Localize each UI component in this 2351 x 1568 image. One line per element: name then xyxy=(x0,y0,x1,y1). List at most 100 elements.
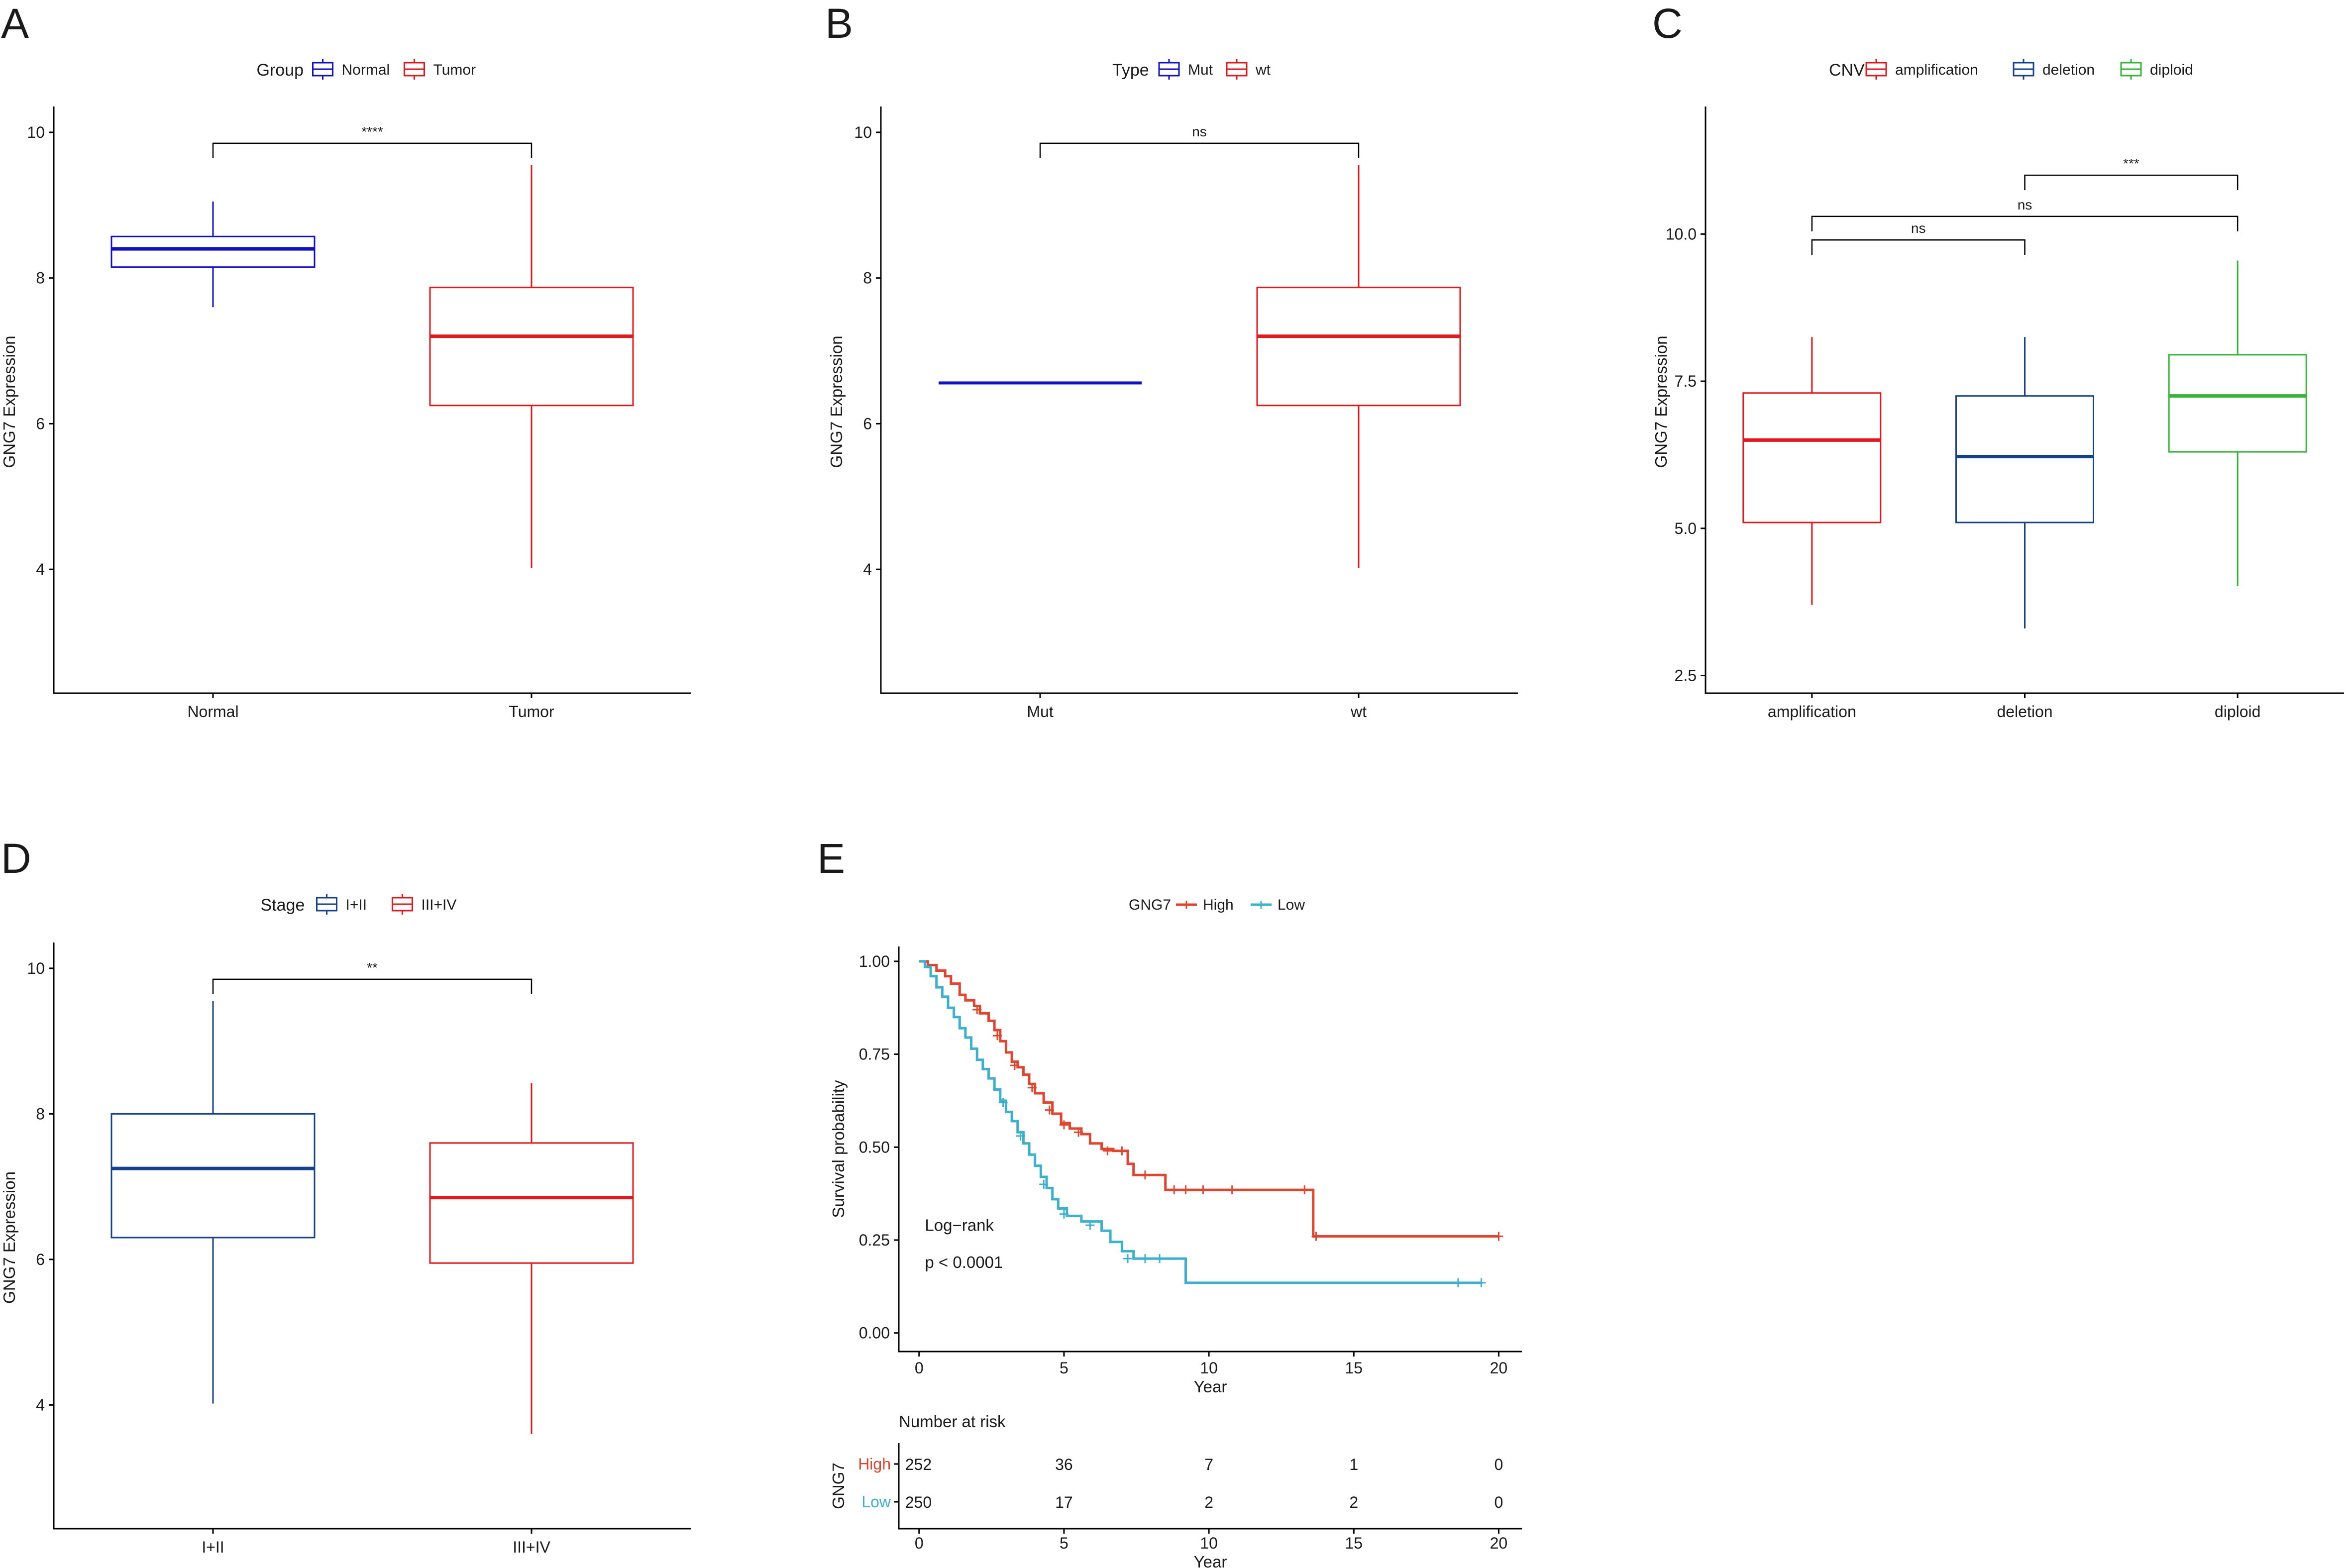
legend-key xyxy=(312,59,333,80)
legend-key xyxy=(392,894,413,915)
risk-row-label: Low xyxy=(861,1493,891,1511)
panel-label-b: B xyxy=(825,0,853,47)
significance-bracket xyxy=(212,142,533,158)
box-iqr xyxy=(110,1113,316,1239)
y-tick-label: 6 xyxy=(36,1251,45,1268)
risk-count: 252 xyxy=(905,1456,932,1473)
panel-b-box-plot: 4 6 8 10 GNG7 Expression Mut wt ns Type Mut wt xyxy=(827,59,1518,721)
censor-mark xyxy=(972,1005,982,1014)
panel-label-a: A xyxy=(1,0,29,47)
legend-key xyxy=(404,59,425,80)
risk-count: 0 xyxy=(1495,1456,1503,1473)
significance-label: ns xyxy=(1911,220,1926,236)
risk-x-tick-label: 0 xyxy=(915,1534,924,1552)
risk-x-tick-label: 15 xyxy=(1345,1534,1363,1552)
legend-label: Normal xyxy=(342,62,390,78)
risk-count: 1 xyxy=(1349,1456,1358,1473)
y-axis-title: GNG7 Expression xyxy=(0,336,18,468)
censor-mark xyxy=(1045,1105,1054,1115)
censor-mark xyxy=(1181,1185,1190,1195)
censor-mark xyxy=(1494,1232,1503,1241)
box-iqr xyxy=(1742,392,1882,523)
x-tick-label: deletion xyxy=(1997,703,2052,721)
x-tick-label: 0 xyxy=(915,1359,924,1377)
risk-count: 17 xyxy=(1055,1493,1073,1511)
censor-mark xyxy=(998,1098,1008,1107)
risk-count: 0 xyxy=(1495,1493,1503,1511)
censor-mark xyxy=(1140,1170,1150,1180)
significance-bracket xyxy=(1811,215,2239,231)
risk-count: 2 xyxy=(1349,1493,1358,1511)
significance-label: ** xyxy=(367,960,378,975)
legend-title: GNG7 xyxy=(1129,897,1171,913)
legend-key xyxy=(316,894,337,915)
risk-count: 2 xyxy=(1204,1493,1213,1511)
y-axis-title: Survival probability xyxy=(829,1080,848,1218)
risk-table-y-title: GNG7 xyxy=(829,1463,848,1509)
legend-key-censor xyxy=(1182,901,1190,909)
panel-label-d: D xyxy=(1,835,31,882)
censor-mark xyxy=(1453,1278,1463,1287)
y-tick-label: 0.50 xyxy=(859,1138,890,1156)
censor-mark xyxy=(1140,1254,1150,1263)
box-iii-iv xyxy=(429,1083,634,1434)
y-axis-title: GNG7 Expression xyxy=(1652,336,1670,468)
legend-label: Tumor xyxy=(433,62,476,78)
y-tick-label: 5.0 xyxy=(1675,520,1697,537)
censor-mark xyxy=(1103,1146,1112,1155)
legend-title: CNV xyxy=(1829,61,1865,80)
y-tick-label: 0.00 xyxy=(859,1324,890,1342)
box-wt xyxy=(1256,165,1461,568)
censor-mark xyxy=(1155,1254,1165,1263)
survival-step-line xyxy=(919,960,1499,1238)
y-tick-label: 4 xyxy=(36,1396,45,1414)
risk-count: 36 xyxy=(1055,1456,1073,1473)
risk-x-tick-label: 20 xyxy=(1490,1534,1508,1552)
risk-count: 250 xyxy=(905,1493,932,1511)
significance-bracket xyxy=(1039,142,1360,158)
panel-a-box-plot: 4 6 8 10 GNG7 Expression Normal Tumor **** Group… xyxy=(0,59,691,721)
box-i-ii xyxy=(110,1001,316,1404)
legend-label: I+II xyxy=(346,897,367,913)
box-normal xyxy=(110,201,316,308)
box-tumor xyxy=(429,165,634,568)
censor-mark xyxy=(1123,1254,1133,1263)
y-tick-label: 10 xyxy=(27,959,45,977)
y-tick-label: 4 xyxy=(36,560,45,578)
box-amplification xyxy=(1742,337,1882,605)
axis-lines xyxy=(1705,106,2344,694)
box-diploid xyxy=(2168,260,2307,586)
y-tick-label: 8 xyxy=(863,269,872,287)
y-tick-label: 6 xyxy=(863,415,872,432)
box-iqr xyxy=(429,287,634,407)
censor-mark xyxy=(1117,1146,1127,1155)
x-tick-label: Tumor xyxy=(509,703,554,721)
y-tick-label: 6 xyxy=(36,415,45,432)
legend-key xyxy=(1865,59,1887,80)
significance-label: *** xyxy=(2123,156,2139,171)
censor-mark xyxy=(1311,1232,1321,1241)
y-tick-label: 8 xyxy=(36,1105,45,1123)
legend-label: deletion xyxy=(2042,62,2095,78)
legend-title: Stage xyxy=(261,896,305,915)
risk-x-tick-label: 5 xyxy=(1060,1534,1069,1552)
censor-mark xyxy=(1059,1209,1069,1219)
y-tick-label: 8 xyxy=(36,269,45,287)
legend-label: diploid xyxy=(2150,62,2193,78)
panel-d-box-plot: 4 6 8 10 GNG7 Expression I+II III+IV ** Stage I+I… xyxy=(0,894,691,1556)
x-tick-label: III+IV xyxy=(513,1538,550,1556)
significance-label: ns xyxy=(1192,124,1207,139)
significance-label: ns xyxy=(2018,197,2032,212)
axis-lines xyxy=(53,106,691,694)
y-tick-label: 0.75 xyxy=(859,1045,890,1063)
box-iqr xyxy=(1955,395,2094,523)
legend-label: wt xyxy=(1255,62,1271,78)
risk-x-axis-title: Year xyxy=(1194,1553,1227,1568)
legend-key xyxy=(1226,59,1248,80)
survival-curve-low xyxy=(919,960,1486,1287)
x-axis-title: Year xyxy=(1194,1377,1227,1396)
significance-bracket xyxy=(2024,174,2239,191)
significance-label: **** xyxy=(361,124,383,139)
y-axis-title: GNG7 Expression xyxy=(0,1171,18,1304)
